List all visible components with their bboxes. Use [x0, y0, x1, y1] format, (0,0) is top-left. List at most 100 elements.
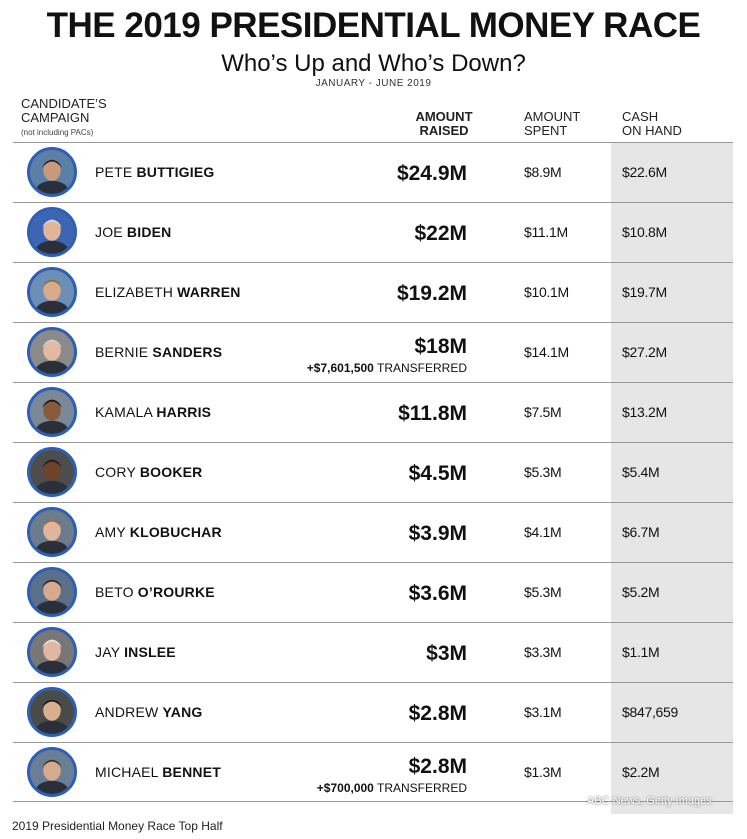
table-row: ANDREW YANG $2.8M $3.1M $847,659 — [13, 682, 733, 742]
candidate-photo — [27, 507, 77, 557]
cash-on-hand: $2.2M — [622, 764, 660, 780]
transfer-amount: +$7,601,500 — [306, 361, 374, 375]
transfer-amount: +$700,000 — [316, 781, 374, 795]
amount-raised: $2.8M — [408, 755, 467, 778]
candidate-first-name: PETE — [95, 164, 133, 180]
candidate-name: AMY KLOBUCHAR — [95, 524, 222, 540]
amount-raised: $18M — [414, 335, 467, 358]
header-cash-line1: CASH — [622, 109, 659, 124]
candidate-last-name: YANG — [162, 704, 203, 720]
amount-raised: $3.9M — [408, 522, 467, 545]
header-cash-line2: ON HAND — [622, 123, 682, 138]
table-row: JAY INSLEE $3M $3.3M $1.1M — [13, 622, 733, 682]
transfer-note: +$7,601,500 TRANSFERRED — [307, 361, 467, 375]
amount-raised: $22M — [414, 222, 467, 245]
candidate-photo — [27, 447, 77, 497]
cash-on-hand: $5.2M — [622, 584, 660, 600]
candidate-photo — [27, 687, 77, 737]
table-row: BETO O’ROURKE $3.6M $5.3M $5.2M — [13, 562, 733, 622]
amount-spent: $8.9M — [524, 164, 562, 180]
candidate-table: PETE BUTTIGIEG $24.9M $8.9M $22.6M JOE BIDEN… — [13, 142, 733, 802]
portrait-icon — [30, 270, 74, 314]
portrait-icon — [30, 570, 74, 614]
candidate-name: BETO O’ROURKE — [95, 584, 215, 600]
candidate-first-name: MICHAEL — [95, 764, 159, 780]
header-candidate-note: (not including PACs) — [21, 128, 94, 137]
candidate-photo — [27, 147, 77, 197]
candidate-name: BERNIE SANDERS — [95, 344, 222, 360]
cash-column-background — [611, 142, 733, 814]
candidate-name: JAY INSLEE — [95, 644, 176, 660]
candidate-name: CORY BOOKER — [95, 464, 203, 480]
image-caption: 2019 Presidential Money Race Top Half — [12, 819, 223, 833]
candidate-last-name: KLOBUCHAR — [129, 524, 222, 540]
table-row: BERNIE SANDERS $18M +$7,601,500 TRANSFERRE… — [13, 322, 733, 382]
table-row: MICHAEL BENNET $2.8M +$700,000 TRANSFERRED… — [13, 742, 733, 802]
table-row: JOE BIDEN $22M $11.1M $10.8M — [13, 202, 733, 262]
candidate-last-name: INSLEE — [124, 644, 176, 660]
cash-on-hand: $847,659 — [622, 704, 678, 720]
amount-spent: $3.1M — [524, 704, 562, 720]
amount-raised: $3M — [426, 642, 467, 665]
photo-credit: ABC News, Getty Images — [587, 795, 712, 807]
candidate-photo — [27, 387, 77, 437]
amount-spent: $5.3M — [524, 464, 562, 480]
cash-on-hand: $19.7M — [622, 284, 667, 300]
header-spent-line2: SPENT — [524, 123, 568, 138]
portrait-icon — [30, 750, 74, 794]
table-row: ELIZABETH WARREN $19.2M $10.1M $19.7M — [13, 262, 733, 322]
candidate-last-name: BENNET — [162, 764, 221, 780]
portrait-icon — [30, 450, 74, 494]
amount-raised: $19.2M — [396, 282, 467, 305]
candidate-last-name: WARREN — [177, 284, 241, 300]
header-raised-line1: AMOUNT — [415, 109, 473, 124]
amount-spent: $14.1M — [524, 344, 569, 360]
cash-on-hand: $1.1M — [622, 644, 660, 660]
amount-raised: $24.9M — [396, 162, 467, 185]
amount-spent: $4.1M — [524, 524, 562, 540]
header-spent: AMOUNT SPENT — [524, 110, 580, 138]
header-raised: AMOUNT RAISED — [404, 110, 484, 138]
cash-on-hand: $5.4M — [622, 464, 660, 480]
cash-on-hand: $13.2M — [622, 404, 667, 420]
transfer-label: TRANSFERRED — [376, 781, 467, 795]
amount-spent: $5.3M — [524, 584, 562, 600]
portrait-icon — [30, 510, 74, 554]
portrait-icon — [30, 150, 74, 194]
amount-raised: $4.5M — [408, 462, 467, 485]
chart-subtitle: Who’s Up and Who’s Down? — [221, 50, 526, 77]
candidate-first-name: BETO — [95, 584, 134, 600]
cash-on-hand: $10.8M — [622, 224, 667, 240]
portrait-icon — [30, 210, 74, 254]
candidate-last-name: HARRIS — [156, 404, 212, 420]
amount-spent: $1.3M — [524, 764, 562, 780]
candidate-photo — [27, 327, 77, 377]
amount-spent: $11.1M — [524, 224, 568, 240]
candidate-last-name: BOOKER — [139, 464, 203, 480]
amount-raised: $2.8M — [408, 702, 467, 725]
transfer-label: TRANSFERRED — [376, 361, 467, 375]
portrait-icon — [30, 390, 74, 434]
header-candidate: CANDIDATE’S CAMPAIGN (not including PACs… — [21, 97, 107, 140]
table-row: KAMALA HARRIS $11.8M $7.5M $13.2M — [13, 382, 733, 442]
amount-raised: $3.6M — [408, 582, 467, 605]
candidate-name: PETE BUTTIGIEG — [95, 164, 215, 180]
candidate-photo — [27, 627, 77, 677]
chart-title: THE 2019 PRESIDENTIAL MONEY RACE — [46, 6, 701, 45]
cash-on-hand: $27.2M — [622, 344, 667, 360]
candidate-first-name: AMY — [95, 524, 126, 540]
header-cash: CASH ON HAND — [622, 110, 682, 138]
candidate-first-name: BERNIE — [95, 344, 149, 360]
date-range: JANUARY - JUNE 2019 — [315, 78, 432, 89]
header-candidate-line1: CANDIDATE’S — [21, 96, 107, 111]
candidate-photo — [27, 747, 77, 797]
cash-on-hand: $6.7M — [622, 524, 660, 540]
amount-spent: $7.5M — [524, 404, 562, 420]
portrait-icon — [30, 690, 74, 734]
transfer-note: +$700,000 TRANSFERRED — [317, 781, 467, 795]
portrait-icon — [30, 330, 74, 374]
table-row: CORY BOOKER $4.5M $5.3M $5.4M — [13, 442, 733, 502]
candidate-name: JOE BIDEN — [95, 224, 171, 240]
table-row: AMY KLOBUCHAR $3.9M $4.1M $6.7M — [13, 502, 733, 562]
candidate-photo — [27, 207, 77, 257]
